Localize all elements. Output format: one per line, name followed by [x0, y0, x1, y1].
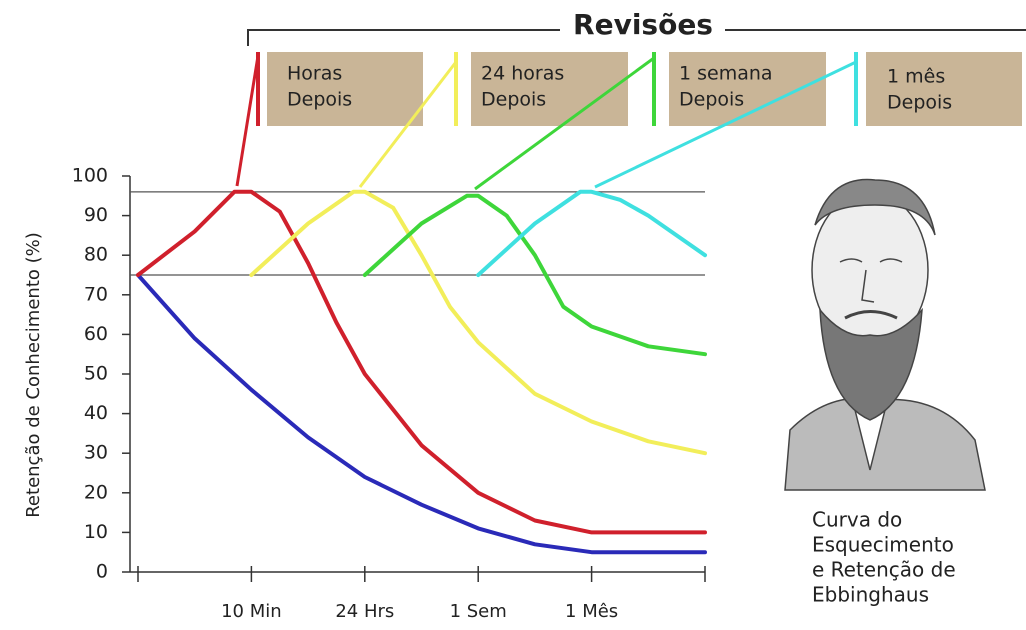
review-label: Depois — [679, 89, 744, 111]
y-tick-label: 30 — [84, 442, 108, 464]
x-tick-label: 1 Sem — [450, 601, 507, 622]
x-tick-label: 24 Hrs — [335, 601, 394, 622]
series-line — [478, 192, 705, 275]
chart: Revisões Horas Depois 24 horas Depois 1 … — [0, 0, 1026, 630]
review-box — [866, 52, 1022, 126]
x-tick-label: 10 Min — [221, 601, 282, 622]
review-label: 1 semana — [679, 63, 773, 85]
caption: Curva do — [812, 508, 902, 532]
review-label: Depois — [887, 92, 952, 114]
y-tick-label: 60 — [84, 323, 108, 345]
portrait — [785, 180, 985, 490]
review-label: Depois — [287, 89, 352, 111]
chart-title: Revisões — [573, 8, 713, 41]
page: Revisões Horas Depois 24 horas Depois 1 … — [0, 0, 1026, 630]
y-tick-label: 20 — [84, 481, 108, 503]
caption: Ebbinghaus — [812, 583, 929, 607]
y-tick-label: 40 — [84, 402, 108, 424]
y-axis-label: Retenção de Conhecimento (%) — [23, 232, 44, 518]
y-tick-label: 80 — [84, 244, 108, 266]
review-label: Horas — [287, 63, 342, 85]
y-tick-label: 90 — [84, 204, 108, 226]
review-boxes: Horas Depois 24 horas Depois 1 semana De… — [237, 52, 1022, 189]
y-tick-label: 0 — [96, 561, 108, 583]
review-label: 1 mês — [887, 66, 945, 88]
x-tick-label: 1 Mês — [565, 601, 618, 622]
y-tick-label: 50 — [84, 363, 108, 385]
review-label: Depois — [481, 89, 546, 111]
review-label: 24 horas — [481, 63, 564, 85]
review-link — [237, 56, 258, 186]
y-tick-label: 100 — [72, 165, 108, 187]
series-line — [251, 192, 705, 453]
caption: Esquecimento — [812, 533, 954, 557]
y-tick-label: 70 — [84, 283, 108, 305]
caption: e Retenção de — [812, 558, 956, 582]
series-line — [138, 275, 705, 552]
y-tick-label: 10 — [84, 521, 108, 543]
